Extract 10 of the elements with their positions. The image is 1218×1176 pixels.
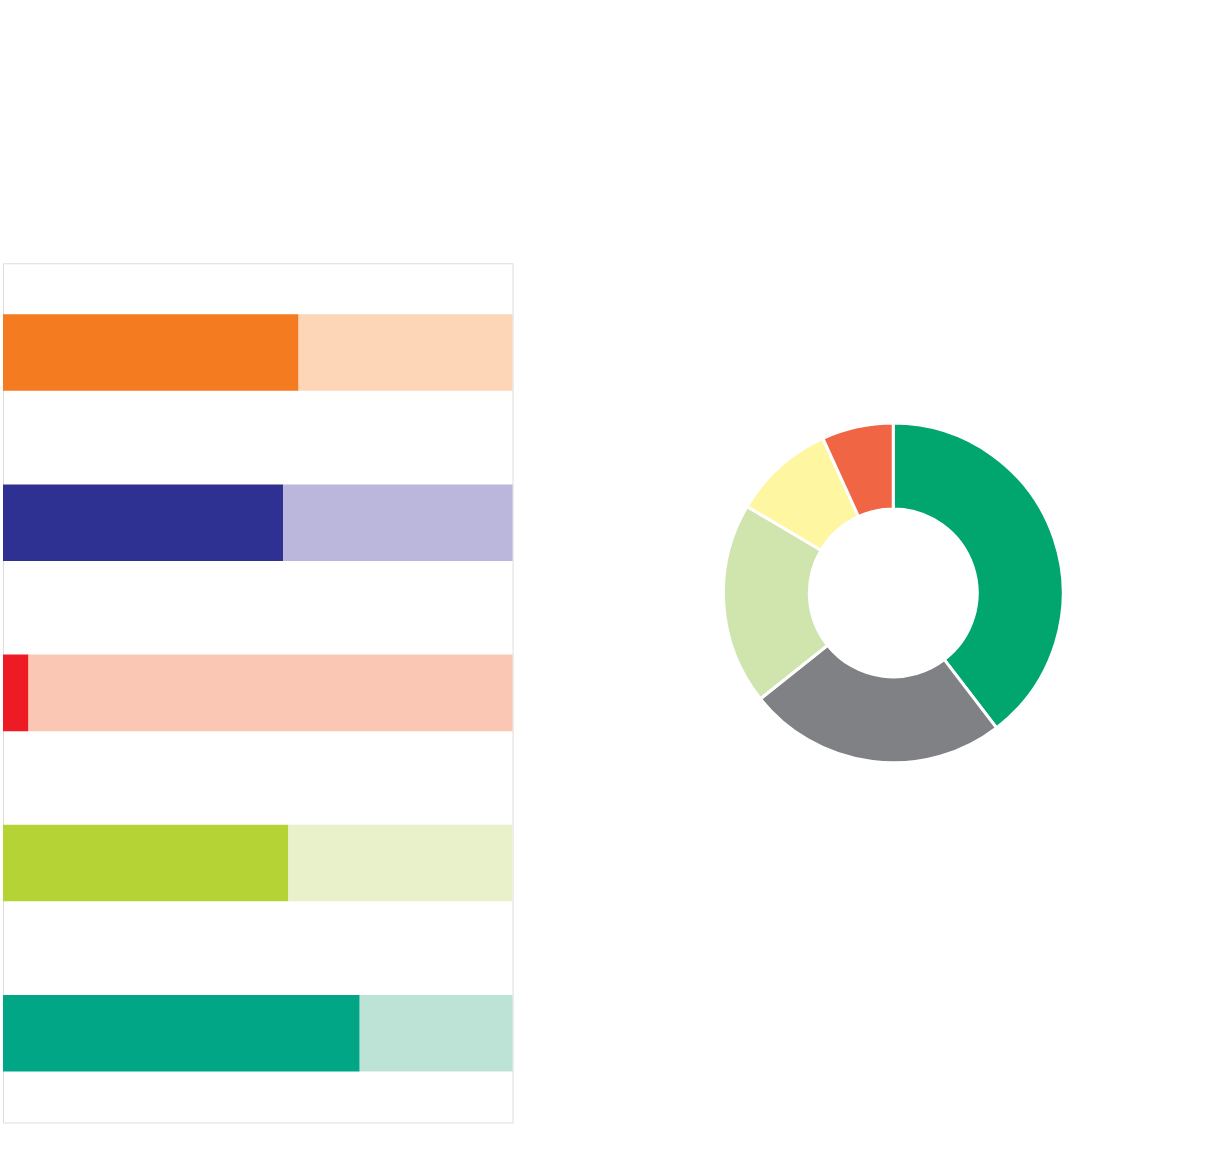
bar: [288, 824, 513, 902]
bar: [283, 484, 513, 562]
bar: [3, 314, 299, 391]
bar: [28, 654, 513, 732]
bar: [3, 484, 284, 562]
bar: [3, 994, 360, 1072]
bar: [359, 994, 513, 1072]
bar: [298, 314, 513, 391]
bar: [3, 824, 289, 902]
bar: [3, 654, 29, 732]
